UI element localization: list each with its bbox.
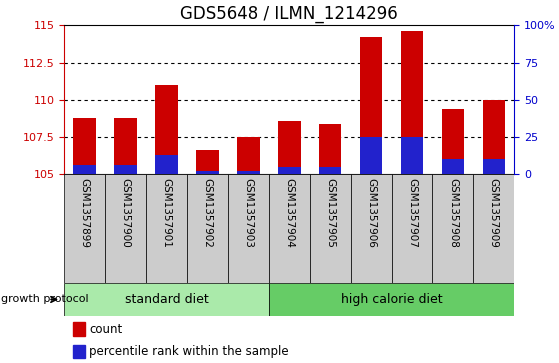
Bar bbox=[442, 109, 464, 174]
Bar bbox=[73, 345, 84, 358]
Bar bbox=[401, 31, 423, 174]
Bar bbox=[155, 155, 178, 174]
Text: high calorie diet: high calorie diet bbox=[341, 293, 442, 306]
Bar bbox=[391, 174, 433, 283]
Bar bbox=[319, 124, 342, 174]
Text: standard diet: standard diet bbox=[125, 293, 209, 306]
Bar bbox=[146, 174, 187, 283]
Bar bbox=[64, 174, 105, 283]
Bar bbox=[482, 100, 505, 174]
Text: GSM1357904: GSM1357904 bbox=[285, 178, 294, 247]
Bar bbox=[105, 174, 146, 283]
Text: count: count bbox=[89, 322, 122, 335]
Bar bbox=[64, 283, 269, 316]
Text: GSM1357899: GSM1357899 bbox=[80, 178, 90, 248]
Text: GSM1357905: GSM1357905 bbox=[325, 178, 335, 247]
Bar bbox=[155, 85, 178, 174]
Text: GSM1357903: GSM1357903 bbox=[243, 178, 253, 247]
Bar bbox=[228, 174, 269, 283]
Bar bbox=[73, 165, 96, 174]
Bar bbox=[73, 118, 96, 174]
Bar bbox=[278, 167, 301, 174]
Text: GSM1357906: GSM1357906 bbox=[366, 178, 376, 247]
Bar bbox=[269, 174, 310, 283]
Bar bbox=[433, 174, 473, 283]
Bar bbox=[115, 118, 137, 174]
Bar bbox=[115, 165, 137, 174]
Bar bbox=[473, 174, 514, 283]
Text: GSM1357900: GSM1357900 bbox=[121, 178, 131, 247]
Text: GSM1357902: GSM1357902 bbox=[202, 178, 212, 247]
Bar bbox=[196, 171, 219, 174]
Bar bbox=[442, 159, 464, 174]
Bar bbox=[278, 121, 301, 174]
Text: GSM1357901: GSM1357901 bbox=[162, 178, 172, 247]
Bar bbox=[401, 137, 423, 174]
Bar bbox=[237, 137, 259, 174]
Title: GDS5648 / ILMN_1214296: GDS5648 / ILMN_1214296 bbox=[181, 5, 398, 23]
Text: growth protocol: growth protocol bbox=[1, 294, 89, 305]
Bar bbox=[482, 159, 505, 174]
Bar bbox=[187, 174, 228, 283]
Bar bbox=[73, 322, 84, 336]
Bar bbox=[196, 150, 219, 174]
Bar bbox=[310, 174, 350, 283]
Bar bbox=[269, 283, 514, 316]
Text: GSM1357907: GSM1357907 bbox=[407, 178, 417, 247]
Bar bbox=[237, 171, 259, 174]
Bar bbox=[360, 37, 382, 174]
Text: GSM1357908: GSM1357908 bbox=[448, 178, 458, 247]
Text: percentile rank within the sample: percentile rank within the sample bbox=[89, 345, 288, 358]
Text: GSM1357909: GSM1357909 bbox=[489, 178, 499, 247]
Bar bbox=[319, 167, 342, 174]
Bar bbox=[360, 137, 382, 174]
Bar bbox=[350, 174, 391, 283]
